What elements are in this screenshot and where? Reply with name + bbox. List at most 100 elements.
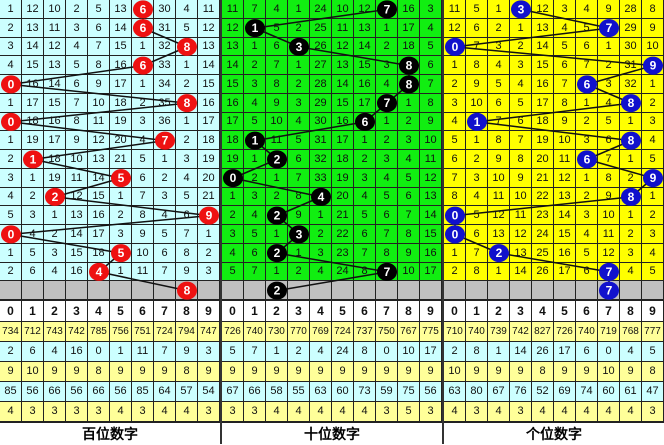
stat-cell: 4: [110, 402, 132, 422]
winning-ball: [467, 112, 487, 131]
header-digit: 6: [354, 300, 376, 322]
stat-cell: 52: [532, 382, 554, 402]
stat-cell: 85: [132, 382, 154, 402]
winning-ball: [311, 187, 331, 206]
prediction-cell: [620, 281, 642, 300]
grid-cell: 11: [332, 19, 354, 38]
grid-cell: 6: [576, 38, 598, 56]
grid-cell: 5: [0, 206, 22, 225]
stat-cell: 56: [110, 382, 132, 402]
grid-cell: 14: [66, 225, 88, 244]
stat-cell: 4: [354, 402, 376, 422]
header-digit: 4: [532, 300, 554, 322]
grid-cell: 14: [420, 206, 442, 225]
stat-cell: 9: [44, 362, 66, 382]
prediction-ball: [267, 281, 287, 300]
grid-cell: 32: [310, 150, 332, 169]
stat-cell: 9: [420, 362, 442, 382]
trend-line: [586, 158, 654, 179]
grid-cell: 4: [510, 75, 532, 94]
stat-cell: 9: [510, 362, 532, 382]
grid-cell: 5: [420, 38, 442, 56]
grid-cell: 8: [376, 244, 398, 263]
prediction-cell: [444, 281, 466, 300]
header-digit: 2: [44, 300, 66, 322]
winning-ball: [599, 262, 619, 281]
prediction-cell: [532, 281, 554, 300]
grid-cell: 8: [420, 94, 442, 113]
grid-cell: 13: [88, 150, 110, 169]
prediction-cell: [198, 281, 220, 300]
ball-digit: 2: [274, 246, 281, 260]
winning-ball: [621, 94, 641, 113]
grid-cell: 9: [510, 169, 532, 188]
grid-cell: 3: [222, 225, 244, 244]
grid-cell: 7: [510, 131, 532, 150]
grid-cell: 12: [420, 169, 442, 188]
grid-cell: 13: [332, 56, 354, 75]
header-digit: 3: [510, 300, 532, 322]
grid-cell: 3: [66, 19, 88, 38]
grid-cell: 3: [466, 169, 488, 188]
grid-cell: 4: [176, 0, 198, 19]
grid-cell: 5: [466, 0, 488, 19]
winning-ball: [177, 94, 197, 113]
prediction-cell: [110, 281, 132, 300]
grid-cell: 6: [376, 206, 398, 225]
grid-cell: 3: [444, 94, 466, 113]
prediction-cell: [0, 281, 22, 300]
grid-cell: 5: [376, 188, 398, 206]
grid-cell: 21: [532, 169, 554, 188]
stat-cell: 710: [444, 322, 466, 342]
stat-cell: 9: [466, 362, 488, 382]
grid-cell: 6: [554, 56, 576, 75]
grid-cell: 1: [0, 0, 22, 19]
grid-cell: 4: [466, 188, 488, 206]
stat-cell: 56: [66, 382, 88, 402]
grid-cell: 17: [420, 263, 442, 281]
stat-cell: 4: [488, 402, 510, 422]
ball-digit: 3: [296, 227, 303, 241]
grid-cell: 4: [0, 56, 22, 75]
stat-cell: 4: [532, 402, 554, 422]
grid-cell: 2: [222, 206, 244, 225]
grid-cell: 21: [110, 150, 132, 169]
stat-cell: 3: [44, 402, 66, 422]
grid-cell: 6: [244, 244, 266, 263]
grid-cell: 14: [332, 75, 354, 94]
header-digit: 2: [266, 300, 288, 322]
grid-cell: 31: [154, 19, 176, 38]
grid-cell: 5: [444, 131, 466, 150]
grid-cell: 17: [532, 94, 554, 113]
grid-cell: 6: [288, 150, 310, 169]
ball-digit: 9: [650, 171, 657, 185]
grid-cell: 3: [0, 169, 22, 188]
grid-cell: 22: [532, 188, 554, 206]
grid-cell: 7: [444, 169, 466, 188]
grid-cell: 6: [132, 169, 154, 188]
grid-cell: 11: [488, 188, 510, 206]
stat-cell: 9: [0, 362, 22, 382]
winning-ball: [377, 94, 397, 113]
winning-ball: [267, 150, 287, 169]
grid-cell: 3: [176, 150, 198, 169]
grid-cell: 1: [198, 225, 220, 244]
grid-cell: 8: [176, 244, 198, 263]
grid-cell: 20: [198, 169, 220, 188]
grid-cell: 5: [510, 94, 532, 113]
stat-cell: 75: [398, 382, 420, 402]
grid-cell: 2: [620, 225, 642, 244]
grid-cell: 14: [554, 206, 576, 225]
grid-cell: 1: [488, 263, 510, 281]
grid-cell: 1: [176, 56, 198, 75]
prediction-cell: [66, 281, 88, 300]
winning-ball: [621, 187, 641, 206]
panel-label: 百位数字: [0, 422, 220, 444]
grid-cell: 3: [620, 244, 642, 263]
grid-cell: 14: [354, 38, 376, 56]
grid-cell: 15: [554, 225, 576, 244]
winning-ball: [133, 56, 153, 75]
grid-cell: 4: [354, 188, 376, 206]
